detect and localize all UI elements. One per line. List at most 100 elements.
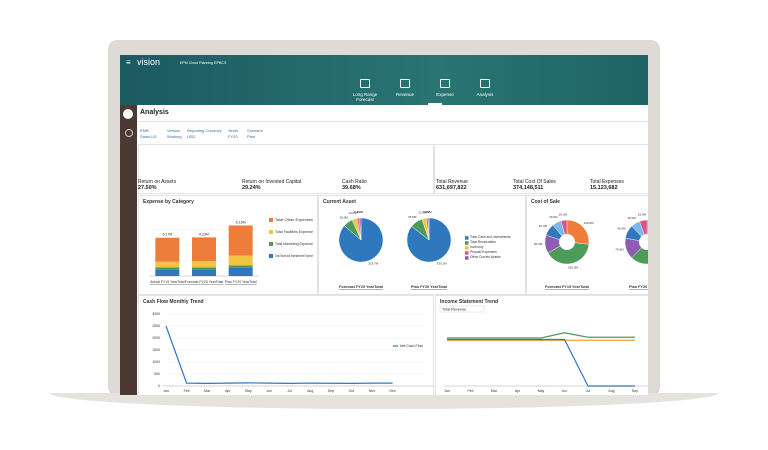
divider [138, 121, 648, 122]
tab-icon [360, 79, 370, 88]
nav-tab[interactable]: Expense [425, 79, 465, 97]
menu-button[interactable]: ≡ [126, 58, 131, 67]
slice-label: 30.0M [549, 215, 558, 219]
bar-segment [228, 265, 253, 268]
legend-swatch [269, 218, 273, 222]
kpi-value: 374,148,511 [513, 185, 544, 191]
sidebar-icon[interactable] [123, 109, 133, 119]
x-tick-label: Aug [307, 389, 313, 393]
x-tick-label: Sep [328, 389, 334, 393]
pov-member: USD [187, 134, 196, 139]
total-label: 6.23M [199, 232, 209, 236]
chart-panel: Cash Flow Monthly Trend 0 500 1000 1500 2000 2… [138, 295, 434, 395]
kpi-label: Cash Ratio [342, 179, 367, 185]
legend-label: Inventory [470, 245, 484, 249]
pov-item[interactable]: Years FY20 [228, 128, 238, 140]
pov-dimension: EMB [140, 128, 149, 133]
pie-caption: Plan FY20 YearTotal [411, 285, 447, 289]
x-tick-label: Jul [287, 389, 292, 393]
kpi-value: 631,697,822 [436, 185, 467, 191]
x-tick-label: Oct [349, 389, 354, 393]
x-tick-label: Aug [608, 389, 614, 393]
chart-title: Cost of Sale [531, 199, 560, 205]
slice-label: 3.0M [425, 210, 432, 214]
dropdown[interactable] [439, 305, 485, 313]
sidebar [120, 105, 137, 395]
y-tick-label: 3000 [152, 312, 160, 316]
header: ≡ vision EPM Cloud Planning EPBCS Long R… [120, 55, 648, 105]
tab-label: Expense [436, 92, 454, 97]
y-tick-label: 2000 [152, 336, 160, 340]
legend-swatch [465, 236, 469, 240]
bar-segment [228, 255, 253, 266]
legend-label: Total Facilities Expense [275, 230, 313, 234]
pie-slice [547, 241, 590, 265]
legend-swatch [269, 230, 273, 234]
slice-label: 4.1M [357, 210, 364, 214]
bar-segment [192, 261, 216, 268]
kpi-label: Total Revenue [436, 179, 468, 185]
kpi-label: Total Expenses [590, 179, 624, 185]
legend-swatch [465, 251, 469, 255]
pov-member: Working [167, 134, 182, 139]
slice-label: 13.6M [348, 211, 357, 215]
pov-item[interactable]: Reporting Currency USD [187, 128, 222, 140]
legend-label: Total Travel and Entertainment Expense [275, 254, 313, 258]
bar-segment [155, 237, 180, 262]
chart-title: Expense by Category [143, 199, 194, 205]
slice-label: 45.0M [617, 226, 626, 230]
x-tick-label: Actual FY19 YearTotal [150, 280, 185, 284]
total-label: 8.15M [236, 220, 246, 224]
kpi: Total Cost Of Sales 374,148,511 [513, 179, 556, 191]
x-tick-label: Jan [163, 389, 169, 393]
slice-label: 6.2M [354, 210, 361, 214]
pov-item[interactable]: Scenario Plan [247, 128, 263, 140]
y-tick-label: 1500 [152, 348, 160, 352]
tab-icon [480, 79, 490, 88]
legend-label: Total Other Expenses [275, 218, 313, 222]
kpi-panel [434, 144, 648, 194]
kpi: Return on Assets 27.50% [138, 179, 176, 191]
pie-caption: Forecast FY20 YearTotal [339, 285, 383, 289]
x-tick-label: Forecast FY20 YearTotal [185, 280, 224, 284]
sidebar-icon[interactable] [125, 129, 133, 137]
pie-caption: Plan FY20 YearTotal [629, 285, 648, 289]
y-tick-label: 500 [154, 372, 160, 376]
slice-label: 313.7M [368, 262, 379, 266]
bar-segment [155, 267, 180, 270]
kpi-value: 29.24% [242, 185, 261, 191]
slice-label: 20.0M [559, 212, 568, 216]
pov-item[interactable]: Version Working [167, 128, 182, 140]
y-tick-label: 0 [158, 384, 160, 388]
slice-label: 35.5M [408, 215, 417, 219]
tab-icon [440, 79, 450, 88]
bar-segment [155, 269, 180, 276]
chart-panel: Cost of Sale120.0M180.0M60.0M40.0M30.0M2… [526, 195, 648, 295]
x-tick-label: Feb [467, 389, 473, 393]
x-tick-label: Jun [266, 389, 272, 393]
legend-label: Other Current Assets [470, 255, 501, 259]
slice-label: 70.0M [615, 247, 624, 251]
slice-label: 25.0M [638, 212, 647, 216]
x-tick-label: Apr [515, 389, 521, 393]
kpi: Return on Invested Capital 29.24% [242, 179, 301, 191]
nav-tab[interactable]: Revenue [385, 79, 425, 97]
kpi: Total Expenses 15,123,682 [590, 179, 624, 191]
x-tick-label: Jun [562, 389, 568, 393]
kpi-label: Total Cost Of Sales [513, 179, 556, 185]
kpi-value: 15,123,682 [590, 185, 618, 191]
x-tick-label: Sep [632, 389, 638, 393]
nav-tab[interactable]: Long Range Forecast [345, 79, 385, 102]
x-tick-label: Apr [225, 389, 231, 393]
nav-tab[interactable]: Analysis [465, 79, 505, 97]
pie-slice [359, 217, 362, 241]
slice-label: 60.0M [534, 242, 543, 246]
pov-dimension: Scenario [247, 128, 263, 133]
pov-member: Plan [247, 134, 256, 139]
bar-segment [192, 269, 216, 276]
pov-item[interactable]: EMB Sales US [140, 128, 157, 140]
pie-caption: Forecast FY19 YearTotal [545, 285, 589, 289]
slice-label: 5.0M [423, 210, 430, 214]
